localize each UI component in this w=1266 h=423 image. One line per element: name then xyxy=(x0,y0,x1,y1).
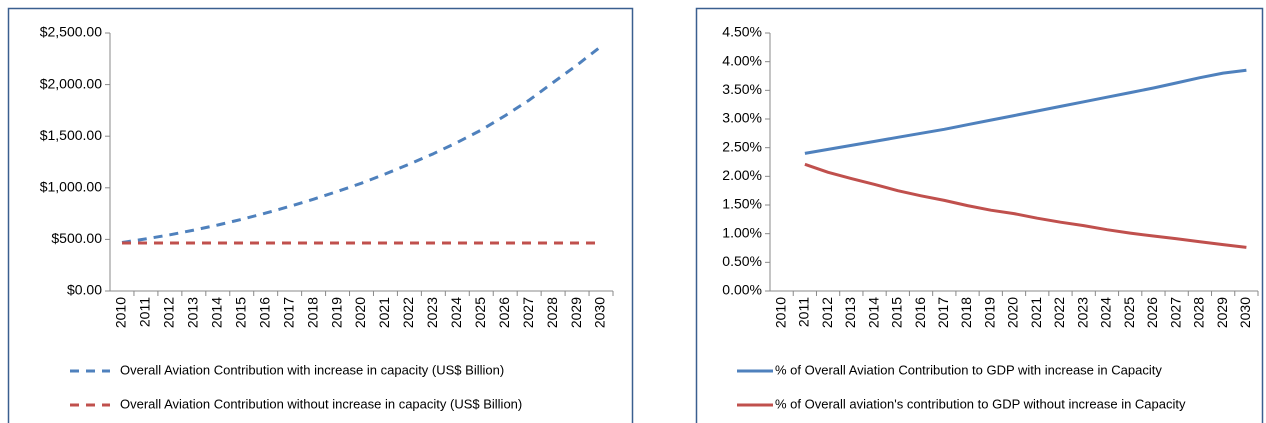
x-tick-label: 2029 xyxy=(1214,297,1230,328)
x-tick-label: 2017 xyxy=(935,297,951,328)
y-tick-label: $1,000.00 xyxy=(40,179,102,195)
x-tick-label: 2023 xyxy=(1074,297,1090,328)
x-tick-label: 2019 xyxy=(328,297,344,328)
chart-frame xyxy=(7,7,634,423)
x-tick-label: 2021 xyxy=(376,297,392,328)
y-tick-label: 4.50% xyxy=(722,24,762,40)
y-tick-label: 3.50% xyxy=(722,81,762,97)
x-tick-label: 2022 xyxy=(1051,297,1067,328)
x-tick-label: 2026 xyxy=(496,297,512,328)
legend-label: Overall Aviation Contribution with incre… xyxy=(120,362,504,377)
x-tick-label: 2014 xyxy=(865,297,881,328)
x-tick-label: 2017 xyxy=(280,297,296,328)
x-tick-label: 2016 xyxy=(256,297,272,328)
x-tick-label: 2030 xyxy=(592,297,608,328)
x-tick-label: 2015 xyxy=(232,297,248,328)
x-tick-label: 2016 xyxy=(912,297,928,328)
series-line xyxy=(804,68,1247,155)
x-tick-label: 2020 xyxy=(1005,297,1021,328)
x-tick-label: 2012 xyxy=(161,297,177,328)
x-tick-label: 2028 xyxy=(1191,297,1207,328)
x-tick-label: 2020 xyxy=(352,297,368,328)
x-tick-label: 2029 xyxy=(568,297,584,328)
x-tick-label: 2011 xyxy=(137,297,153,327)
x-tick-label: 2025 xyxy=(472,297,488,328)
x-tick-label: 2013 xyxy=(842,297,858,328)
x-tick-label: 2013 xyxy=(185,297,201,328)
x-tick-label: 2019 xyxy=(981,297,997,328)
x-tick-label: 2018 xyxy=(304,297,320,328)
y-tick-label: $0.00 xyxy=(67,282,102,298)
x-tick-label: 2018 xyxy=(958,297,974,328)
x-tick-label: 2028 xyxy=(544,297,560,328)
x-tick-label: 2024 xyxy=(1098,297,1114,328)
y-tick-label: 1.00% xyxy=(722,224,762,240)
x-tick-label: 2015 xyxy=(889,297,905,328)
y-tick-label: 2.50% xyxy=(722,138,762,154)
x-tick-label: 2030 xyxy=(1237,297,1253,328)
series-line xyxy=(121,45,602,244)
x-tick-label: 2025 xyxy=(1121,297,1137,328)
y-tick-label: $500.00 xyxy=(51,230,102,246)
legend-label: % of Overall aviation's contribution to … xyxy=(775,396,1186,411)
x-tick-label: 2026 xyxy=(1144,297,1160,328)
x-tick-label: 2014 xyxy=(208,297,224,328)
x-tick-label: 2022 xyxy=(400,297,416,328)
y-tick-label: 0.50% xyxy=(722,253,762,269)
x-tick-label: 2021 xyxy=(1028,297,1044,328)
x-tick-label: 2010 xyxy=(113,297,129,328)
x-tick-label: 2012 xyxy=(819,297,835,328)
y-tick-label: 4.00% xyxy=(722,52,762,68)
y-tick-label: 1.50% xyxy=(722,196,762,212)
legend-label: Overall Aviation Contribution without in… xyxy=(120,396,522,411)
y-tick-label: 0.00% xyxy=(722,282,762,298)
x-tick-label: 2010 xyxy=(772,297,788,328)
x-tick-label: 2024 xyxy=(448,297,464,328)
x-tick-label: 2027 xyxy=(520,297,536,328)
y-tick-label: $2,500.00 xyxy=(40,24,102,40)
x-tick-label: 2011 xyxy=(796,297,812,327)
x-tick-label: 2027 xyxy=(1167,297,1183,328)
y-tick-label: 3.00% xyxy=(722,110,762,126)
y-tick-label: $1,500.00 xyxy=(40,127,102,143)
x-tick-label: 2023 xyxy=(424,297,440,328)
y-tick-label: 2.00% xyxy=(722,167,762,183)
series-line xyxy=(804,162,1247,249)
chart-frame xyxy=(695,7,1264,423)
legend-label: % of Overall Aviation Contribution to GD… xyxy=(775,362,1162,377)
y-tick-label: $2,000.00 xyxy=(40,75,102,91)
